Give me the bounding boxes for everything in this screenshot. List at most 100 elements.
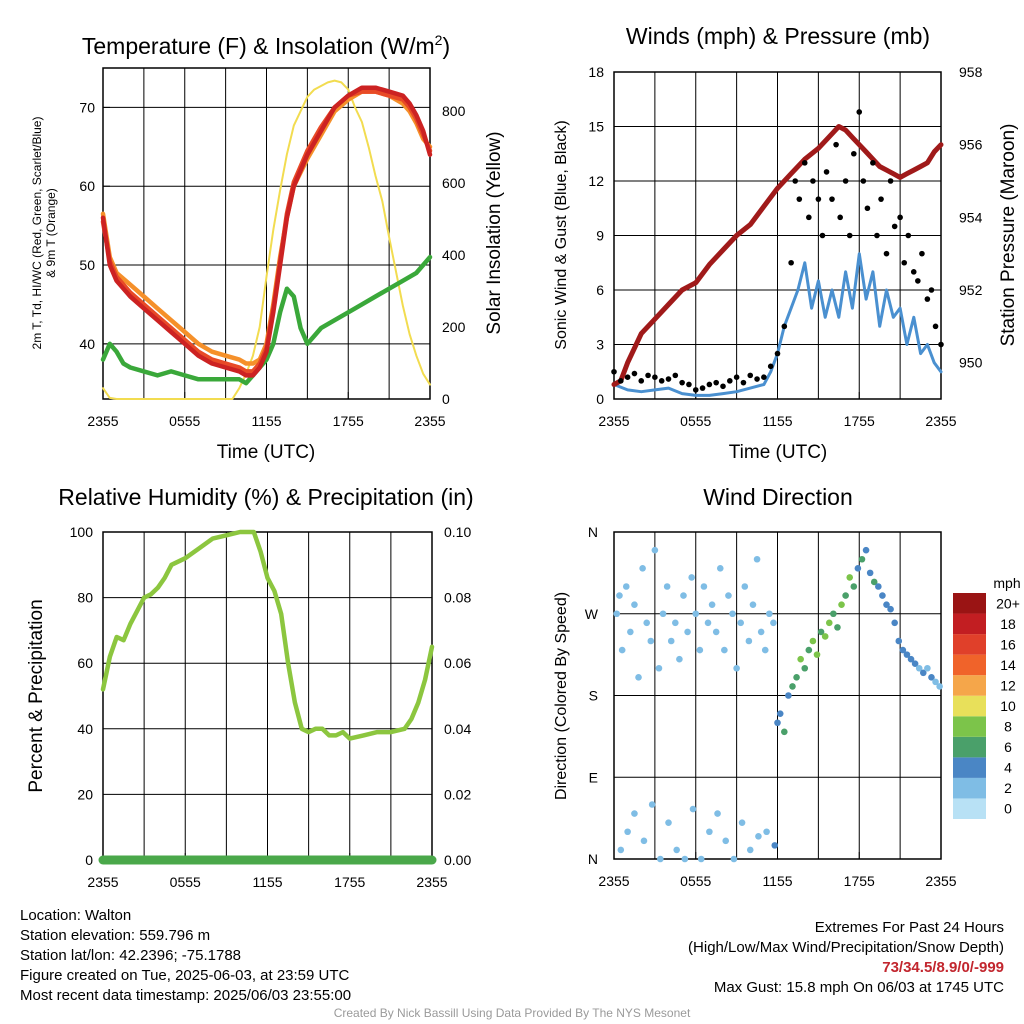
- p4-direction-point: [712, 628, 720, 636]
- p4-direction-point: [721, 646, 728, 654]
- p3-ytick-left: 80: [77, 590, 93, 606]
- p4-direction-point: [708, 601, 716, 608]
- colorbar-label: 10: [1000, 698, 1016, 714]
- p2-gust-point: [767, 363, 774, 370]
- station-latlon: Station lat/lon: 42.2396; -75.1788: [20, 947, 242, 964]
- p2-ytick-left: 3: [596, 337, 604, 353]
- p2-pressure-line: [611, 124, 944, 387]
- p2-ytick-left: 18: [588, 64, 604, 80]
- p4-direction-point: [697, 855, 705, 863]
- p4-direction-point: [755, 832, 762, 840]
- p4-direction-point: [627, 628, 634, 636]
- p2-gust-point: [740, 379, 747, 386]
- p4-direction-point: [704, 619, 712, 627]
- p2-ytick-left: 6: [596, 282, 604, 298]
- colorbar-swatch: [953, 798, 986, 819]
- p4-direction-point: [714, 810, 721, 817]
- p2-ytick-right: 956: [959, 137, 983, 153]
- p2-gust-point: [658, 378, 665, 384]
- p1-title-main: Temperature (F) & Insolation (W/m: [82, 33, 435, 59]
- p2-gust-point: [919, 250, 925, 257]
- colorbar-label: 20+: [996, 595, 1020, 611]
- p2-ytick-left: 9: [596, 228, 604, 244]
- p2-xlabel: Time (UTC): [729, 442, 828, 463]
- p2-ytick-left: 15: [588, 119, 604, 135]
- p4-direction-point: [899, 646, 907, 654]
- p2-gust-point: [924, 296, 931, 302]
- p2-gust-point: [860, 178, 867, 184]
- p4-direction-point: [797, 655, 804, 663]
- p4-direction-point: [813, 651, 821, 658]
- extremes-title: Extremes For Past 24 Hours: [814, 919, 1004, 936]
- p4-direction-point: [801, 664, 809, 672]
- p4-direction-point: [667, 637, 675, 645]
- p3-ytick-left: 0: [85, 852, 93, 868]
- p4-direction-point: [883, 601, 890, 608]
- p4-direction-point: [725, 592, 732, 599]
- p4-direction-point: [757, 628, 765, 636]
- p2-gust-point: [638, 378, 645, 384]
- p2-gust-point: [774, 350, 781, 357]
- p1-ylabel-left-1: 2m T, Td, HI/WC (Red, Green, Scarlet/Blu…: [30, 117, 44, 350]
- temperature-insolation-chart: 2355 0555 1155 1755 2355 40 50 60 70 0 200 400 600 80…: [30, 32, 505, 463]
- p4-direction-point: [774, 719, 781, 727]
- p4-direction-point: [613, 610, 621, 618]
- p3-xtick-label: 2355: [416, 874, 447, 890]
- p2-gust-point: [846, 232, 853, 239]
- p2-gust-point: [713, 379, 719, 386]
- p4-direction-point: [622, 583, 630, 590]
- p1-ytick-left: 70: [79, 99, 95, 115]
- p4-ytick: S: [589, 688, 598, 704]
- p4-ytick: E: [589, 769, 598, 785]
- p4-direction-point: [733, 664, 740, 672]
- p2-gust-point: [856, 109, 863, 115]
- p4-direction-point: [700, 583, 708, 590]
- p2-gust-point: [901, 259, 908, 266]
- p1-ytick-left: 40: [79, 336, 95, 352]
- p3-xtick-label: 1155: [252, 874, 282, 890]
- p2-gust-point: [823, 169, 830, 175]
- p3-ytick-right: 0.06: [444, 655, 471, 671]
- p4-direction-point: [891, 619, 898, 627]
- p2-gust-point: [611, 368, 617, 375]
- p4-xtick-label: 0555: [680, 873, 711, 889]
- p2-gust-point: [887, 178, 894, 184]
- p4-direction-point: [738, 819, 746, 826]
- p3-ylabel-left: Percent & Precipitation: [26, 599, 47, 792]
- p2-gust-point: [819, 232, 826, 239]
- p1-ytick-right: 800: [442, 103, 466, 119]
- extremes-subtitle: (High/Low/Max Wind/Precipitation/Snow De…: [688, 939, 1004, 956]
- colorbar-label: 4: [1004, 760, 1012, 776]
- p3-xtick-label: 2355: [87, 874, 118, 890]
- colorbar-swatch: [953, 613, 986, 635]
- colorbar-label: 18: [1000, 616, 1016, 632]
- p4-direction-point: [684, 628, 691, 636]
- p1-ytick-right: 600: [442, 175, 466, 191]
- station-info: Location: Walton Station elevation: 559.…: [20, 906, 351, 1006]
- colorbar-label: 8: [1004, 719, 1012, 735]
- p4-direction-point: [903, 651, 911, 658]
- colorbar-label: 12: [1000, 677, 1016, 693]
- p2-gust-point: [747, 372, 754, 379]
- colorbar-swatch: [953, 593, 986, 614]
- p4-direction-point: [745, 637, 753, 645]
- p4-direction-point: [696, 646, 704, 654]
- p4-direction-point: [825, 619, 833, 627]
- p2-ytick-left: 0: [596, 391, 604, 407]
- p2-gust-point: [801, 160, 808, 166]
- p3-ytick-right: 0.02: [444, 786, 471, 802]
- p2-gust-point: [878, 196, 884, 202]
- p4-direction-point: [722, 837, 730, 845]
- p2-gust-point: [699, 385, 706, 391]
- p4-direction-point: [692, 610, 700, 618]
- p4-direction-point: [854, 565, 862, 572]
- p2-gust-point: [706, 381, 713, 388]
- p3-ytick-left: 100: [70, 524, 94, 540]
- p4-direction-point: [785, 692, 792, 699]
- extremes-panel: Extremes For Past 24 Hours (High/Low/Max…: [688, 918, 1004, 998]
- p2-xtick-label: 1755: [844, 413, 875, 429]
- p2-gust-point: [810, 178, 816, 184]
- p2-gust-point: [883, 250, 890, 257]
- p4-xtick-label: 2355: [598, 873, 629, 889]
- colorbar-label: 6: [1004, 739, 1012, 755]
